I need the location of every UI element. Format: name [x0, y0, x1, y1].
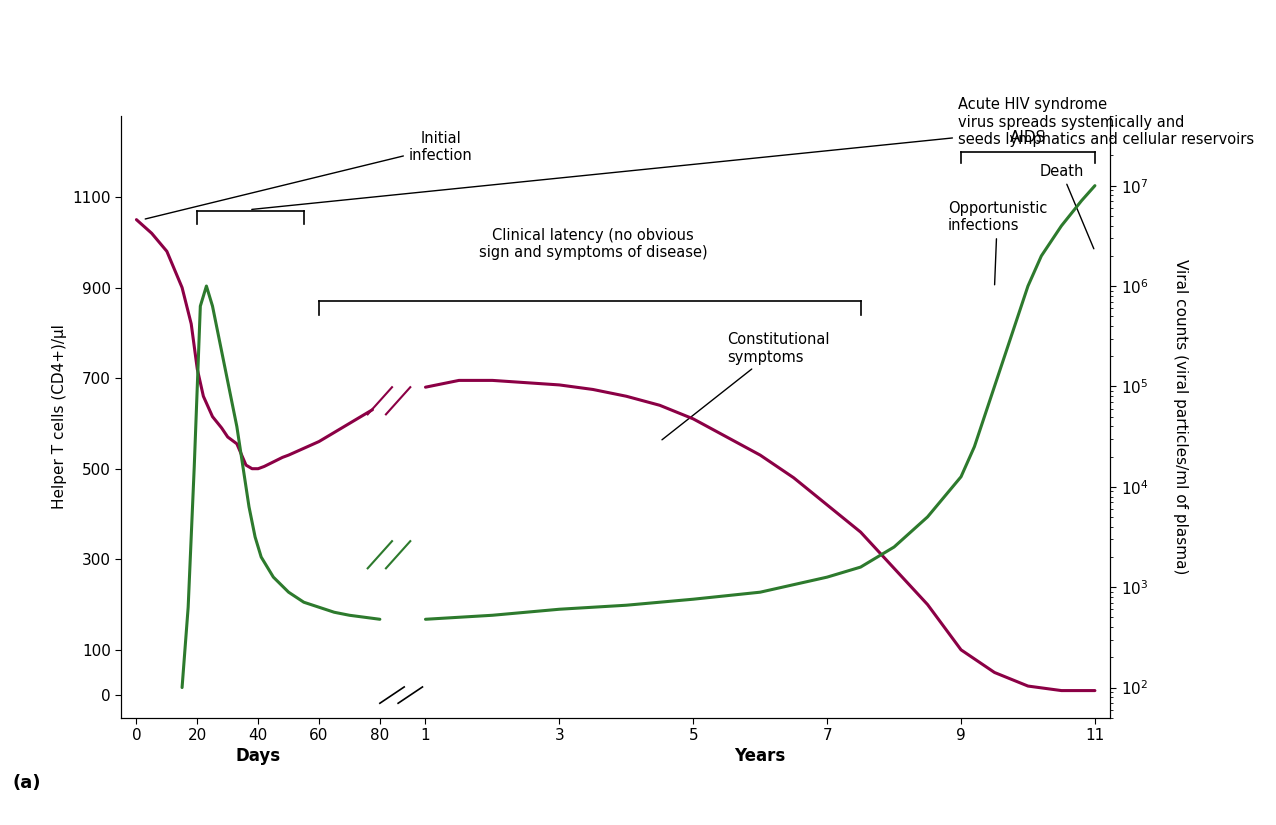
Text: Acute HIV syndrome
virus spreads systemically and
seeds lymphatics and cellular : Acute HIV syndrome virus spreads systemi…: [251, 97, 1254, 210]
Text: Opportunistic
infections: Opportunistic infections: [948, 200, 1048, 285]
Y-axis label: Viral counts (viral particles/ml of plasma): Viral counts (viral particles/ml of plas…: [1173, 259, 1188, 574]
Text: Clinical latency (no obvious
sign and symptoms of disease): Clinical latency (no obvious sign and sy…: [478, 228, 707, 261]
Text: Years: Years: [735, 747, 786, 765]
Bar: [374, 536, 404, 573]
Bar: [374, 383, 404, 419]
Text: Initial
infection: Initial infection: [145, 130, 472, 219]
Text: AIDS: AIDS: [1009, 130, 1046, 145]
Text: Constitutional
symptoms: Constitutional symptoms: [662, 332, 829, 440]
Text: Death: Death: [1039, 164, 1094, 249]
Bar: [389, 688, 413, 709]
Text: (a): (a): [13, 774, 41, 792]
Y-axis label: Helper T cells (CD4+)/µl: Helper T cells (CD4+)/µl: [52, 324, 66, 509]
Text: Days: Days: [236, 747, 281, 765]
